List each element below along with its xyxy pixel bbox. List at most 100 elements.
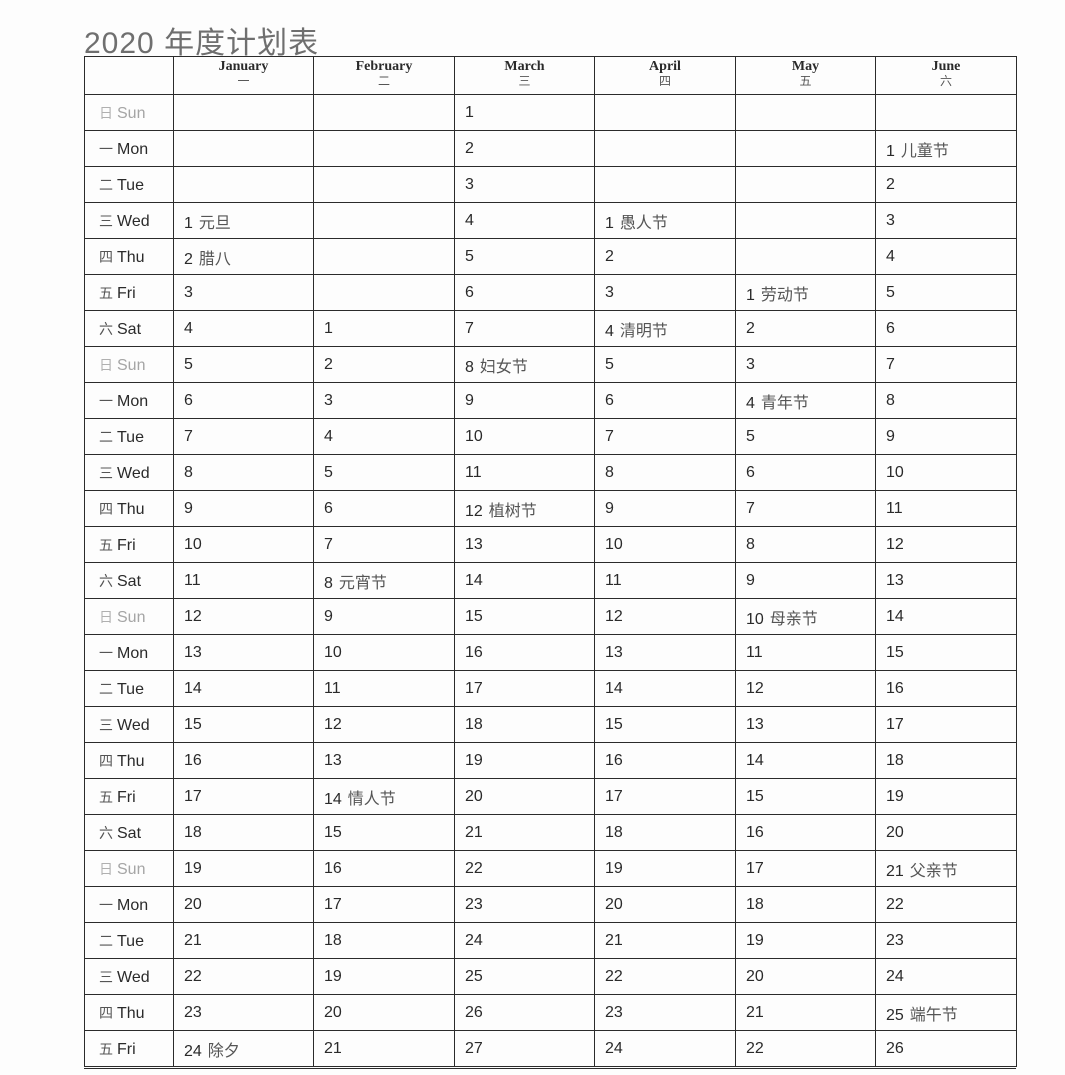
- day-cell[interactable]: 16: [313, 850, 455, 887]
- day-cell[interactable]: 10: [875, 454, 1017, 491]
- day-cell[interactable]: 5: [313, 454, 455, 491]
- day-cell[interactable]: 3: [735, 346, 876, 383]
- day-cell[interactable]: 20: [875, 814, 1017, 851]
- day-cell[interactable]: 16: [875, 670, 1017, 707]
- day-cell[interactable]: [313, 166, 455, 203]
- day-cell[interactable]: 12 植树节: [454, 490, 595, 527]
- day-cell[interactable]: 26: [875, 1030, 1017, 1067]
- day-cell[interactable]: 11: [735, 634, 876, 671]
- day-cell[interactable]: [313, 130, 455, 167]
- day-cell[interactable]: 12: [875, 526, 1017, 563]
- day-cell[interactable]: 15: [594, 706, 736, 743]
- day-cell[interactable]: 19: [875, 778, 1017, 815]
- day-cell[interactable]: 7: [454, 310, 595, 347]
- day-cell[interactable]: 8 妇女节: [454, 346, 595, 383]
- day-cell[interactable]: [313, 202, 455, 239]
- day-cell[interactable]: 9: [594, 490, 736, 527]
- day-cell[interactable]: 11: [454, 454, 595, 491]
- day-cell[interactable]: 6: [875, 310, 1017, 347]
- day-cell[interactable]: 23: [173, 994, 314, 1031]
- day-cell[interactable]: [735, 130, 876, 167]
- day-cell[interactable]: 23: [454, 886, 595, 923]
- day-cell[interactable]: 15: [313, 814, 455, 851]
- day-cell[interactable]: 21: [735, 994, 876, 1031]
- day-cell[interactable]: 16: [594, 742, 736, 779]
- day-cell[interactable]: [173, 166, 314, 203]
- day-cell[interactable]: 14 情人节: [313, 778, 455, 815]
- day-cell[interactable]: 21: [173, 922, 314, 959]
- day-cell[interactable]: 1 愚人节: [594, 202, 736, 239]
- day-cell[interactable]: 11: [875, 490, 1017, 527]
- day-cell[interactable]: 14: [454, 562, 595, 599]
- day-cell[interactable]: 18: [454, 706, 595, 743]
- day-cell[interactable]: [735, 94, 876, 131]
- day-cell[interactable]: 4: [454, 202, 595, 239]
- day-cell[interactable]: 12: [735, 670, 876, 707]
- day-cell[interactable]: 21 父亲节: [875, 850, 1017, 887]
- day-cell[interactable]: 7: [594, 418, 736, 455]
- day-cell[interactable]: 19: [173, 850, 314, 887]
- day-cell[interactable]: 10: [594, 526, 736, 563]
- day-cell[interactable]: 2: [594, 238, 736, 275]
- day-cell[interactable]: 2: [875, 166, 1017, 203]
- day-cell[interactable]: 24: [594, 1030, 736, 1067]
- day-cell[interactable]: 20: [735, 958, 876, 995]
- day-cell[interactable]: 17: [313, 886, 455, 923]
- day-cell[interactable]: 9: [735, 562, 876, 599]
- day-cell[interactable]: 4 青年节: [735, 382, 876, 419]
- day-cell[interactable]: 2 腊八: [173, 238, 314, 275]
- day-cell[interactable]: [594, 166, 736, 203]
- day-cell[interactable]: 8: [594, 454, 736, 491]
- day-cell[interactable]: 13: [173, 634, 314, 671]
- day-cell[interactable]: [173, 94, 314, 131]
- day-cell[interactable]: 20: [454, 778, 595, 815]
- day-cell[interactable]: 13: [454, 526, 595, 563]
- day-cell[interactable]: 22: [454, 850, 595, 887]
- day-cell[interactable]: 19: [594, 850, 736, 887]
- day-cell[interactable]: 9: [313, 598, 455, 635]
- day-cell[interactable]: 26: [454, 994, 595, 1031]
- day-cell[interactable]: 9: [173, 490, 314, 527]
- day-cell[interactable]: 15: [454, 598, 595, 635]
- day-cell[interactable]: 5: [454, 238, 595, 275]
- day-cell[interactable]: 18: [173, 814, 314, 851]
- day-cell[interactable]: 19: [735, 922, 876, 959]
- day-cell[interactable]: 13: [735, 706, 876, 743]
- day-cell[interactable]: 13: [594, 634, 736, 671]
- day-cell[interactable]: 22: [594, 958, 736, 995]
- day-cell[interactable]: 5: [875, 274, 1017, 311]
- day-cell[interactable]: 5: [594, 346, 736, 383]
- day-cell[interactable]: [735, 238, 876, 275]
- day-cell[interactable]: 14: [735, 742, 876, 779]
- day-cell[interactable]: 24: [454, 922, 595, 959]
- day-cell[interactable]: 15: [735, 778, 876, 815]
- day-cell[interactable]: 9: [875, 418, 1017, 455]
- day-cell[interactable]: [173, 130, 314, 167]
- day-cell[interactable]: 23: [875, 922, 1017, 959]
- day-cell[interactable]: 8: [173, 454, 314, 491]
- day-cell[interactable]: 7: [735, 490, 876, 527]
- day-cell[interactable]: 8: [735, 526, 876, 563]
- day-cell[interactable]: 10: [313, 634, 455, 671]
- day-cell[interactable]: 1 元旦: [173, 202, 314, 239]
- day-cell[interactable]: 4: [173, 310, 314, 347]
- day-cell[interactable]: 8: [875, 382, 1017, 419]
- day-cell[interactable]: 15: [875, 634, 1017, 671]
- day-cell[interactable]: 7: [173, 418, 314, 455]
- day-cell[interactable]: 24: [875, 958, 1017, 995]
- day-cell[interactable]: 27: [454, 1030, 595, 1067]
- day-cell[interactable]: 15: [173, 706, 314, 743]
- day-cell[interactable]: 2: [735, 310, 876, 347]
- day-cell[interactable]: 16: [735, 814, 876, 851]
- day-cell[interactable]: 6: [735, 454, 876, 491]
- day-cell[interactable]: 6: [313, 490, 455, 527]
- day-cell[interactable]: 10: [173, 526, 314, 563]
- day-cell[interactable]: 11: [173, 562, 314, 599]
- day-cell[interactable]: 25 端午节: [875, 994, 1017, 1031]
- day-cell[interactable]: 17: [454, 670, 595, 707]
- day-cell[interactable]: [735, 166, 876, 203]
- day-cell[interactable]: 18: [735, 886, 876, 923]
- day-cell[interactable]: 4 清明节: [594, 310, 736, 347]
- day-cell[interactable]: 20: [594, 886, 736, 923]
- day-cell[interactable]: 3: [173, 274, 314, 311]
